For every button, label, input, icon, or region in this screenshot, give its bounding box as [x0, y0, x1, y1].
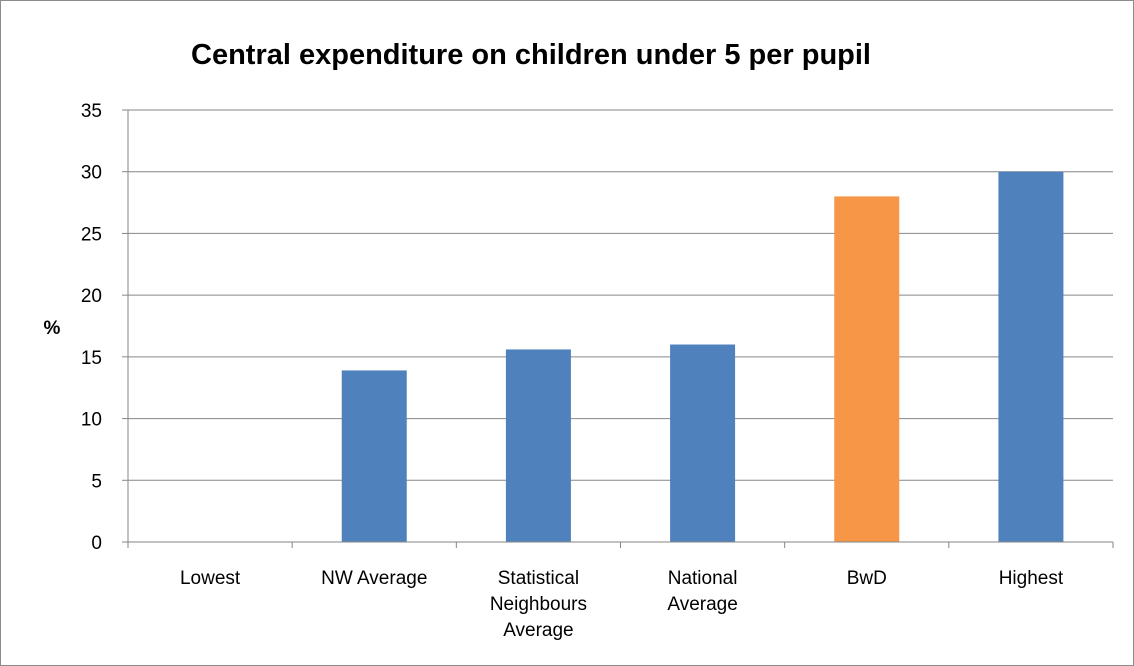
x-tick-label: Average [503, 620, 573, 641]
x-tick-label: Lowest [180, 568, 241, 589]
bar-bwd [834, 196, 900, 542]
y-tick-labels: 0 5 10 15 20 25 30 35 [81, 101, 102, 554]
x-tick-label: NW Average [321, 568, 427, 589]
y-tick-label: 10 [81, 410, 102, 431]
chart-title: Central expenditure on children under 5 … [191, 39, 871, 71]
x-tick-label: National [668, 568, 738, 589]
y-tick-label: 20 [81, 286, 102, 307]
y-tick-label: 30 [81, 163, 102, 184]
bar-statistical-neighbours-average [505, 349, 571, 542]
x-tick-label: Neighbours [490, 594, 587, 615]
y-tick-label: 35 [81, 101, 102, 122]
y-tick-label: 5 [91, 471, 102, 492]
bar-nw-average [341, 370, 407, 542]
bar-national-average [670, 344, 736, 542]
bar-highest [998, 171, 1064, 542]
x-tick-labels: Lowest NW Average Statistical Neighbours Ave… [180, 568, 1064, 641]
y-tick-label: 15 [81, 348, 102, 369]
y-tick-label: 0 [91, 533, 102, 554]
x-tick-label: Highest [999, 568, 1064, 589]
y-axis-title: % [44, 318, 61, 339]
x-tick-label: Statistical [498, 568, 579, 589]
axes [122, 109, 1114, 548]
bars [341, 171, 1064, 542]
gridlines [128, 109, 1113, 481]
x-tick-label: Average [667, 594, 737, 615]
x-tick-label: BwD [847, 568, 887, 589]
y-tick-label: 25 [81, 224, 102, 245]
